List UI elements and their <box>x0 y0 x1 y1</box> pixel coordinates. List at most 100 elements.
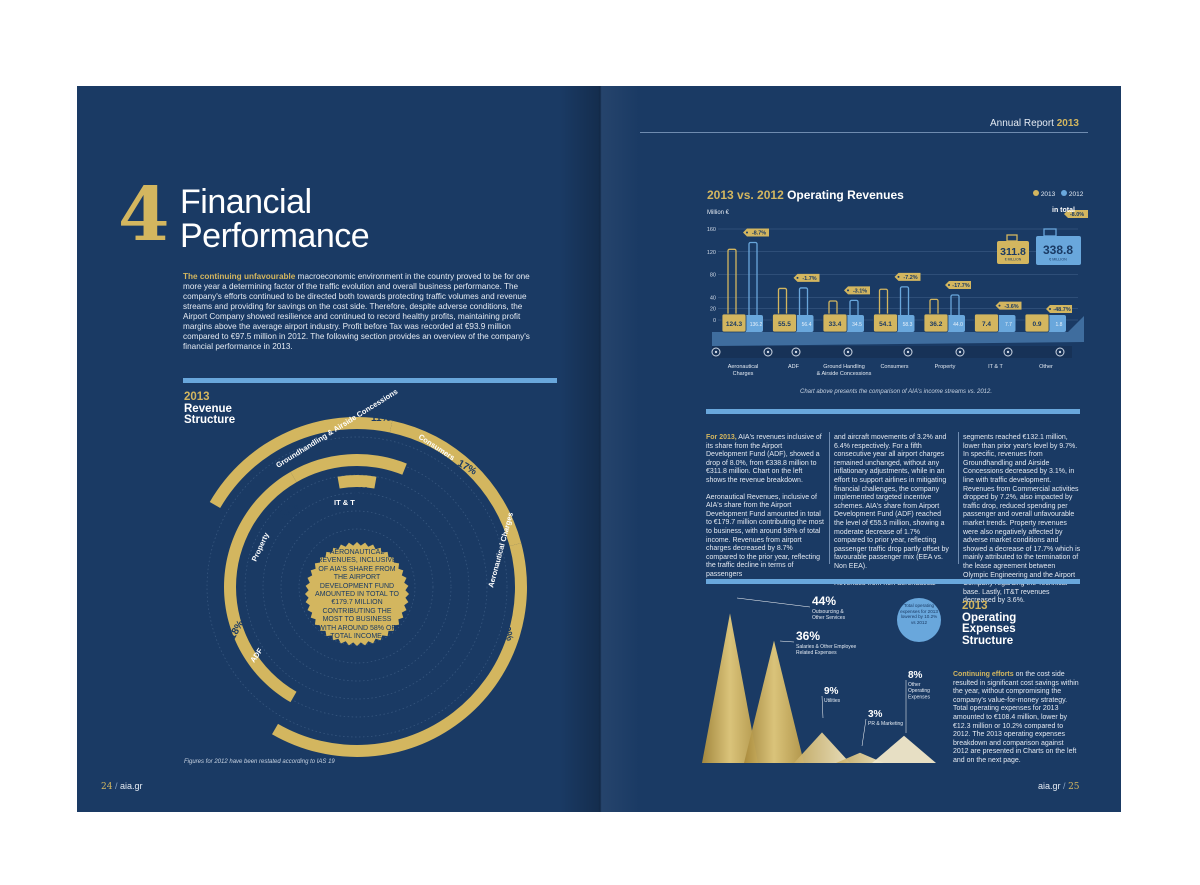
left-divider-bar <box>183 378 557 383</box>
col1-lead: For 2013, <box>706 434 737 441</box>
right-divider-bar-2 <box>706 579 1080 584</box>
opex-value: 36% <box>796 629 820 643</box>
bar-2013-case <box>923 313 949 333</box>
revenue-title-line1: Revenue <box>184 402 232 415</box>
change-value: -7.2% <box>903 275 917 281</box>
right-page-footer: aia.gr / 25 <box>1038 781 1080 792</box>
change-tag <box>793 273 820 282</box>
intro-lead: The continuing unfavourable <box>183 272 296 281</box>
category-label: Other <box>1039 364 1053 370</box>
column-rule-2 <box>958 432 959 564</box>
category-label: IT & T <box>988 364 1003 370</box>
conveyor-wheel-hub <box>766 350 770 354</box>
revenues-unit: Million € <box>707 210 730 216</box>
change-value: -8.7% <box>752 231 766 237</box>
opex-category-label: PR & Marketing <box>868 721 903 727</box>
opex-value: 3% <box>868 709 883 720</box>
left-site: aia.gr <box>120 781 143 791</box>
running-header-year: 2013 <box>1056 118 1079 129</box>
bar-2013-case <box>873 313 898 333</box>
total-change-value: -8.0% <box>1070 212 1084 218</box>
opex-value: 44% <box>812 594 836 608</box>
in-total-label: in total <box>1052 207 1075 214</box>
opex-lead: Continuing efforts <box>953 671 1014 678</box>
bar-2013-value: 54.1 <box>879 321 892 328</box>
category-label: & Airside Concessions <box>817 371 872 377</box>
opex-title-line2: Expenses <box>962 623 1016 635</box>
dashed-ring <box>244 474 470 700</box>
left-page <box>77 86 600 812</box>
conveyor-wheel <box>1003 347 1013 357</box>
col2-p1: and aircraft movements of 3.2% and 6.4% … <box>834 434 949 570</box>
col1-p1: AIA's revenues inclusive of its share fr… <box>706 434 822 484</box>
opex-category-label: Operating <box>908 688 930 694</box>
category-label: Charges <box>733 371 754 377</box>
bar-2013-case <box>822 313 848 333</box>
right-site: aia.gr <box>1038 781 1061 791</box>
change-value: -17.7% <box>952 283 970 289</box>
bar-2012-value: 1.8 <box>1056 322 1063 328</box>
revenue-segment-5 <box>209 417 393 508</box>
opex-peak <box>744 640 804 763</box>
opex-category-label: Other <box>908 682 921 688</box>
conveyor-wheel-hub <box>1006 350 1010 354</box>
opex-title-line3: Structure <box>962 634 1014 647</box>
left-page-footer: 24 / aia.gr <box>101 781 143 792</box>
intro-paragraph: The continuing unfavourable macroeconomi… <box>183 272 531 352</box>
change-tag-hole <box>796 276 799 279</box>
bar-2012-case <box>1044 315 1066 332</box>
bar-2012-value: 7.7 <box>1005 322 1012 328</box>
opex-title: 2013 Operating Expenses Structure <box>962 600 1016 647</box>
dashed-ring <box>262 492 452 682</box>
change-value: -3.6% <box>1004 304 1018 310</box>
bar-2013-value: 7.4 <box>982 321 991 328</box>
y-tick-label: 80 <box>710 273 716 279</box>
revenues-chart-title: 2013 vs. 2012 Operating Revenues <box>707 188 904 202</box>
opex-paragraph: Continuing efforts on the cost side resu… <box>953 671 1081 766</box>
conveyor-wheel <box>843 347 853 357</box>
chapter-number: 4 <box>118 172 170 258</box>
conveyor-wheel <box>1055 347 1065 357</box>
change-tag <box>995 301 1022 310</box>
chapter-title-line2: Performance <box>180 217 370 255</box>
left-page-number: 24 <box>101 782 113 792</box>
category-label: Aeronautical <box>728 364 759 370</box>
conveyor-wheel <box>791 347 801 357</box>
revenue-segment-3 <box>290 454 407 483</box>
total-2012-case <box>1036 236 1081 265</box>
chart-caption: Chart above presents the comparison of A… <box>800 389 993 395</box>
conveyor-wheel <box>711 347 721 357</box>
change-value: -1.7% <box>802 276 816 282</box>
opex-bubble-text: Total operating expenses for 2013 lowere… <box>900 603 938 625</box>
bar-2013-value: 124.3 <box>726 321 743 328</box>
conveyor-wheel-hub <box>714 350 718 354</box>
bar-2013-value: 36.2 <box>930 321 943 328</box>
opex-title-year: 2013 <box>962 600 988 612</box>
right-page <box>600 86 1121 812</box>
change-tag-hole <box>897 275 900 278</box>
text-column-1: For 2013, AIA's revenues inclusive of it… <box>706 434 824 588</box>
bar-2013-value: 0.9 <box>1032 321 1041 328</box>
bar-2012-case <box>943 315 965 332</box>
bar-2012-value: 136.2 <box>750 322 763 328</box>
bar-2012-value: 34.5 <box>852 322 862 328</box>
conveyor-wheel-hub <box>846 350 850 354</box>
center-seal-text: AERONAUTICAL REVENUES, INCLUSIVE OF AIA'… <box>315 549 399 641</box>
change-tag <box>945 280 971 289</box>
conveyor-wheel-hub <box>958 350 962 354</box>
dashed-ring <box>206 436 508 738</box>
conveyor-base <box>712 346 1072 358</box>
opex-category-label: Outsourcing & <box>812 609 844 615</box>
revenues-title-rest: Operating Revenues <box>783 188 904 202</box>
conveyor-wheel <box>955 347 965 357</box>
opex-category-label: Utilities <box>824 698 841 704</box>
total-2013-unit: € MILLION <box>1005 258 1022 262</box>
change-tag <box>743 228 769 237</box>
dashed-ring <box>298 528 416 646</box>
legend-2013-swatch <box>1033 190 1039 196</box>
conveyor-belt <box>712 316 1084 346</box>
bar-2012-case <box>993 315 1016 332</box>
bar-2012-case <box>741 315 763 332</box>
y-tick-label: 120 <box>707 250 716 256</box>
